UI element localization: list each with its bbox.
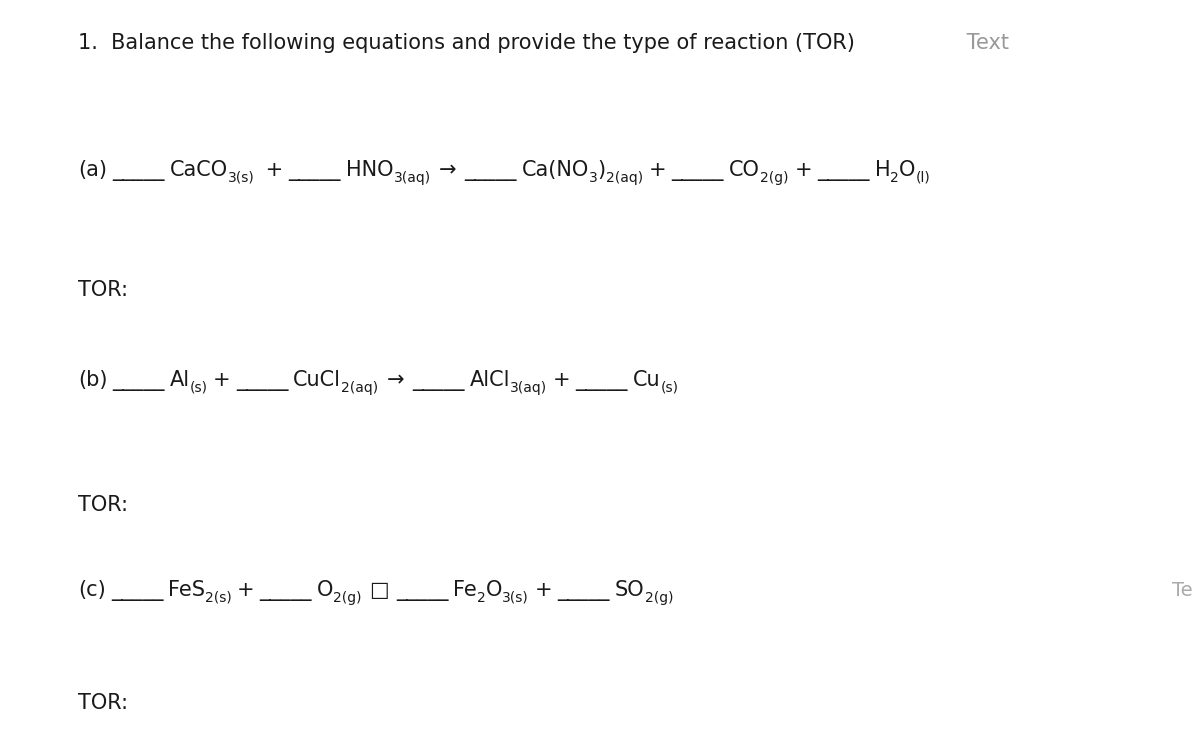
Text: +: +: [535, 580, 552, 600]
Text: HNO: HNO: [346, 160, 394, 180]
Text: Text: Text: [960, 33, 1009, 53]
Text: (a): (a): [78, 160, 107, 180]
Text: AlCl: AlCl: [469, 370, 510, 390]
Text: CuCl: CuCl: [293, 370, 341, 390]
Text: 2(g): 2(g): [760, 170, 788, 184]
Text: _____: _____: [110, 581, 163, 601]
Text: _____: _____: [112, 161, 164, 181]
Text: +: +: [259, 160, 283, 180]
Text: _____: _____: [396, 581, 449, 601]
Text: Ca(NO: Ca(NO: [522, 160, 589, 180]
Text: 2: 2: [476, 591, 486, 605]
Text: 3(s): 3(s): [502, 591, 529, 605]
Text: _____: _____: [412, 371, 464, 391]
Text: +: +: [794, 160, 812, 180]
Text: FeS: FeS: [168, 580, 205, 600]
Text: (b): (b): [78, 370, 108, 390]
Text: _____: _____: [289, 161, 341, 181]
Text: 3(s): 3(s): [228, 170, 254, 184]
Text: _____: _____: [259, 581, 312, 601]
Text: TOR:: TOR:: [78, 693, 128, 713]
Text: 3: 3: [589, 170, 598, 184]
Text: □: □: [370, 580, 389, 600]
Text: +: +: [214, 370, 230, 390]
Text: 2: 2: [890, 170, 899, 184]
Text: +: +: [649, 160, 667, 180]
Text: Fe: Fe: [454, 580, 478, 600]
Text: 2(g): 2(g): [334, 591, 362, 605]
Text: +: +: [553, 370, 571, 390]
Text: SO: SO: [616, 580, 644, 600]
Text: _____: _____: [817, 161, 870, 181]
Text: CaCO: CaCO: [169, 160, 228, 180]
Text: Cu: Cu: [634, 370, 661, 390]
Text: TOR:: TOR:: [78, 495, 128, 515]
Text: _____: _____: [558, 581, 610, 601]
Text: →: →: [439, 160, 456, 180]
Text: O: O: [486, 580, 502, 600]
Text: 3(aq): 3(aq): [510, 381, 547, 395]
Text: 2(g): 2(g): [644, 591, 673, 605]
Text: TOR:: TOR:: [78, 280, 128, 300]
Text: →: →: [386, 370, 404, 390]
Text: _____: _____: [576, 371, 628, 391]
Text: 2(s): 2(s): [205, 591, 232, 605]
Text: +: +: [238, 580, 254, 600]
Text: (s): (s): [661, 381, 679, 395]
Text: (s): (s): [190, 381, 208, 395]
Text: 1.  Balance the following equations and provide the type of reaction (TOR): 1. Balance the following equations and p…: [78, 33, 854, 53]
Text: 3(aq): 3(aq): [394, 170, 431, 184]
Text: H: H: [875, 160, 890, 180]
Text: _____: _____: [235, 371, 288, 391]
Text: _____: _____: [113, 371, 166, 391]
Text: ): ): [598, 160, 606, 180]
Text: _____: _____: [672, 161, 724, 181]
Text: CO: CO: [730, 160, 760, 180]
Text: 2(aq): 2(aq): [341, 381, 378, 395]
Text: O: O: [317, 580, 334, 600]
Text: _____: _____: [464, 161, 517, 181]
Text: Al: Al: [170, 370, 190, 390]
Text: 2(aq): 2(aq): [606, 170, 643, 184]
Text: Te: Te: [1172, 581, 1193, 600]
Text: (l): (l): [916, 170, 930, 184]
Text: O: O: [899, 160, 916, 180]
Text: (c): (c): [78, 580, 106, 600]
